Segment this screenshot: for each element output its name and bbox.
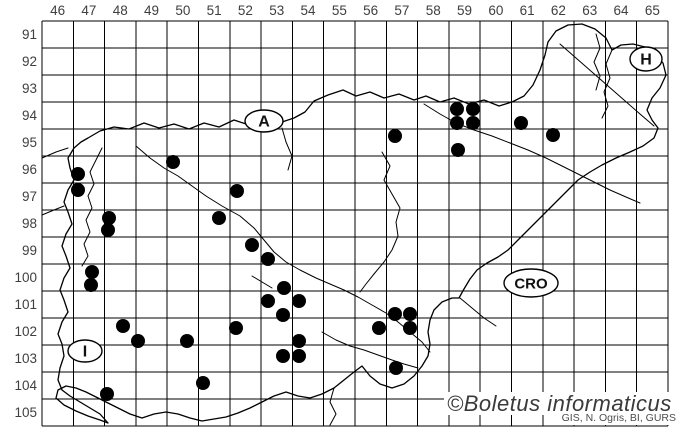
occurrence-dot — [116, 319, 130, 333]
column-label: 59 — [457, 3, 472, 18]
row-label: 93 — [22, 81, 37, 96]
row-label: 102 — [14, 324, 37, 339]
occurrence-dot — [388, 307, 402, 321]
hungary-label-oval — [629, 46, 663, 72]
column-label: 56 — [363, 3, 378, 18]
column-label: 46 — [50, 3, 65, 18]
occurrence-dot — [84, 278, 98, 292]
row-label: 105 — [14, 405, 37, 420]
occurrence-dot — [466, 102, 480, 116]
column-label: 55 — [332, 3, 347, 18]
occurrence-dot — [100, 387, 114, 401]
column-label: 48 — [113, 3, 128, 18]
row-label: 97 — [22, 189, 37, 204]
occurrence-dot — [292, 334, 306, 348]
occurrence-dot — [292, 349, 306, 363]
occurrence-dot — [166, 155, 180, 169]
column-label: 60 — [488, 3, 503, 18]
column-label: 53 — [269, 3, 284, 18]
occurrence-dot — [212, 211, 226, 225]
occurrence-dot — [450, 116, 464, 130]
row-label: 92 — [22, 54, 37, 69]
occurrence-dot — [276, 349, 290, 363]
italy-label-oval — [67, 339, 103, 363]
occurrence-dot — [261, 252, 275, 266]
grid-label-layer: 46 47 48 49 50 51 52 53 54 55 56 57 58 59 60 61 62 63 64 65… — [14, 3, 659, 420]
croatia-label: CRO — [514, 276, 548, 293]
occurrence-dot — [451, 143, 465, 157]
occurrence-dot — [131, 334, 145, 348]
occurrence-dot — [403, 307, 417, 321]
column-label: 61 — [520, 3, 535, 18]
occurrence-dot — [196, 376, 210, 390]
row-label: 94 — [22, 108, 38, 123]
occurrence-dot — [403, 321, 417, 335]
column-label: 51 — [207, 3, 222, 18]
occurrence-dot — [372, 321, 386, 335]
column-label: 50 — [175, 3, 190, 18]
austria-label: A — [258, 114, 270, 131]
austria-label-oval — [244, 109, 284, 133]
column-label: 63 — [582, 3, 597, 18]
column-label: 54 — [301, 3, 317, 18]
utm-grid — [41, 20, 669, 427]
hungary-label: H — [640, 52, 652, 69]
occurrence-dot — [466, 116, 480, 130]
occurrence-dot — [546, 128, 560, 142]
column-label: 62 — [551, 3, 566, 18]
occurrence-dot — [388, 129, 402, 143]
copyright-text: ©Boletus informaticus — [444, 392, 675, 415]
occurrence-dot — [245, 238, 259, 252]
neighbor-label-layer: A H CRO I — [67, 46, 663, 363]
row-label: 104 — [14, 378, 37, 393]
column-label: 52 — [238, 3, 253, 18]
occurrence-dot — [292, 294, 306, 308]
occurrence-dot — [102, 211, 116, 225]
occurrence-dot — [450, 102, 464, 116]
croatia-label-oval — [503, 268, 559, 298]
column-label: 57 — [394, 3, 409, 18]
occurrence-dot — [71, 183, 85, 197]
row-label: 95 — [22, 135, 37, 150]
occurrence-dot — [276, 308, 290, 322]
row-label: 103 — [14, 351, 37, 366]
occurrence-dot — [230, 184, 244, 198]
row-label: 98 — [22, 216, 37, 231]
column-label: 64 — [614, 3, 630, 18]
occurrence-dot — [277, 281, 291, 295]
italy-label: I — [83, 344, 87, 361]
occurrence-dot — [85, 265, 99, 279]
row-label: 101 — [14, 297, 37, 312]
column-label: 65 — [645, 3, 660, 18]
occurrence-dot-layer — [71, 102, 560, 401]
column-label: 49 — [144, 3, 159, 18]
row-label: 99 — [22, 243, 37, 258]
occurrence-dot — [514, 116, 528, 130]
occurrence-dot — [71, 167, 85, 181]
column-label: 58 — [426, 3, 441, 18]
occurrence-dot — [229, 321, 243, 335]
occurrence-dot — [261, 294, 275, 308]
slovenia-border — [55, 23, 667, 424]
occurrence-dot — [101, 223, 115, 237]
row-label: 100 — [14, 270, 37, 285]
row-label: 91 — [22, 27, 37, 42]
column-label: 47 — [81, 3, 96, 18]
row-label: 96 — [22, 162, 37, 177]
occurrence-dot — [389, 361, 403, 375]
occurrence-dot — [180, 334, 194, 348]
credit-text: GIS, N. Ogris, BI, GURS — [558, 412, 679, 425]
